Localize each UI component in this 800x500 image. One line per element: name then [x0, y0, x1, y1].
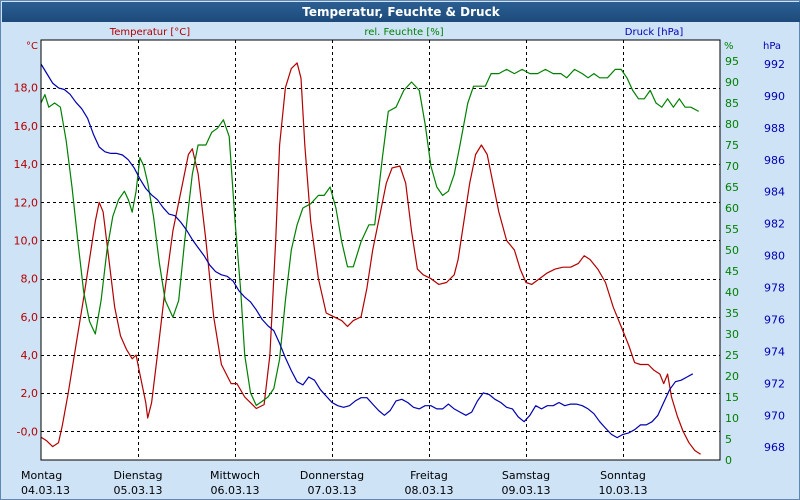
humidity-tick: 65 — [725, 181, 739, 194]
x-tick-day: Sonntag — [600, 469, 646, 482]
pressure-tick: 992 — [764, 58, 785, 71]
pressure-tick: 990 — [764, 90, 785, 103]
x-tick-day: Freitag — [410, 469, 448, 482]
pressure-tick: 970 — [764, 409, 785, 422]
humidity-tick: 35 — [725, 307, 739, 320]
humidity-tick: 80 — [725, 118, 739, 131]
x-tick-date: 04.03.13 — [21, 484, 70, 497]
pressure-tick: 980 — [764, 250, 785, 263]
humidity-tick: 15 — [725, 391, 739, 404]
humidity-tick: 85 — [725, 97, 739, 110]
pressure-tick: 978 — [764, 282, 785, 295]
pressure-tick: 976 — [764, 314, 785, 327]
humidity-tick-labels: 0 5 10 15 20 25 30 35 40 45 50 55 60 65 70 75 80 85 90 95 — [725, 55, 739, 467]
temperature-tick: 10,0 — [14, 235, 39, 248]
humidity-tick: 90 — [725, 76, 739, 89]
temperature-tick: 18,0 — [14, 82, 39, 95]
humidity-tick: 20 — [725, 370, 739, 383]
humidity-axis-label: rel. Feuchte [%] — [364, 27, 443, 38]
humidity-tick: 25 — [725, 349, 739, 362]
temperature-tick: 12,0 — [14, 196, 39, 209]
x-tick-day: Dienstag — [113, 469, 162, 482]
series-layer — [40, 62, 701, 455]
plot-border — [40, 39, 721, 461]
x-tick-labels: Montag 04.03.13 Dienstag 05.03.13 Mittwoch 06… — [21, 469, 647, 497]
pressure-tick: 986 — [764, 154, 785, 167]
x-tick-day: Montag — [21, 469, 62, 482]
temperature-axis-label: Temperatur [°C] — [109, 27, 190, 38]
temperature-tick: 8,0 — [21, 273, 39, 286]
humidity-tick: 5 — [725, 433, 732, 446]
plot-area — [41, 40, 720, 460]
pressure-tick: 972 — [764, 377, 785, 390]
humidity-unit: % — [724, 41, 734, 52]
window-title: Temperatur, Feuchte & Druck — [2, 2, 800, 22]
series-line-humidity — [40, 68, 699, 406]
temperature-tick: 6,0 — [21, 311, 39, 324]
pressure-tick: 968 — [764, 441, 785, 454]
temperature-tick: -0,0 — [17, 425, 38, 438]
temperature-tick: 4,0 — [21, 349, 39, 362]
temperature-tick-labels: -0,0 2,0 4,0 6,0 8,0 10,0 12,0 14,0 16,0 18,0 — [14, 82, 39, 439]
temperature-tick: 14,0 — [14, 158, 39, 171]
x-tick-date: 09.03.13 — [502, 484, 551, 497]
pressure-axis-label: Druck [hPa] — [625, 27, 684, 38]
pressure-tick: 974 — [764, 345, 785, 358]
humidity-tick: 30 — [725, 328, 739, 341]
x-tick-day: Donnerstag — [300, 469, 364, 482]
series-line-pressure — [40, 63, 694, 439]
humidity-tick: 40 — [725, 286, 739, 299]
humidity-tick: 60 — [725, 202, 739, 215]
x-tick-day: Mittwoch — [210, 469, 260, 482]
x-tick-date: 05.03.13 — [114, 484, 163, 497]
pressure-unit: hPa — [763, 41, 781, 52]
pressure-tick: 982 — [764, 218, 785, 231]
pressure-tick-labels: 968 970 972 974 976 978 980 982 984 986 988 990 992 — [764, 58, 785, 454]
humidity-tick: 0 — [725, 454, 732, 467]
humidity-tick: 55 — [725, 223, 739, 236]
temperature-unit: °C — [26, 41, 38, 52]
x-tick-date: 10.03.13 — [599, 484, 648, 497]
pressure-tick: 984 — [764, 186, 785, 199]
humidity-tick: 95 — [725, 55, 739, 68]
humidity-tick: 75 — [725, 139, 739, 152]
humidity-tick: 10 — [725, 412, 739, 425]
x-tick-date: 06.03.13 — [211, 484, 260, 497]
pressure-tick: 988 — [764, 122, 785, 135]
series-line-temperature — [40, 62, 701, 455]
humidity-tick: 45 — [725, 265, 739, 278]
humidity-tick: 50 — [725, 244, 739, 257]
x-tick-date: 08.03.13 — [405, 484, 454, 497]
temperature-tick: 16,0 — [14, 120, 39, 133]
humidity-tick: 70 — [725, 160, 739, 173]
grid-lines — [41, 40, 720, 460]
temperature-tick: 2,0 — [21, 387, 39, 400]
x-tick-day: Samstag — [502, 469, 550, 482]
x-tick-date: 07.03.13 — [308, 484, 357, 497]
